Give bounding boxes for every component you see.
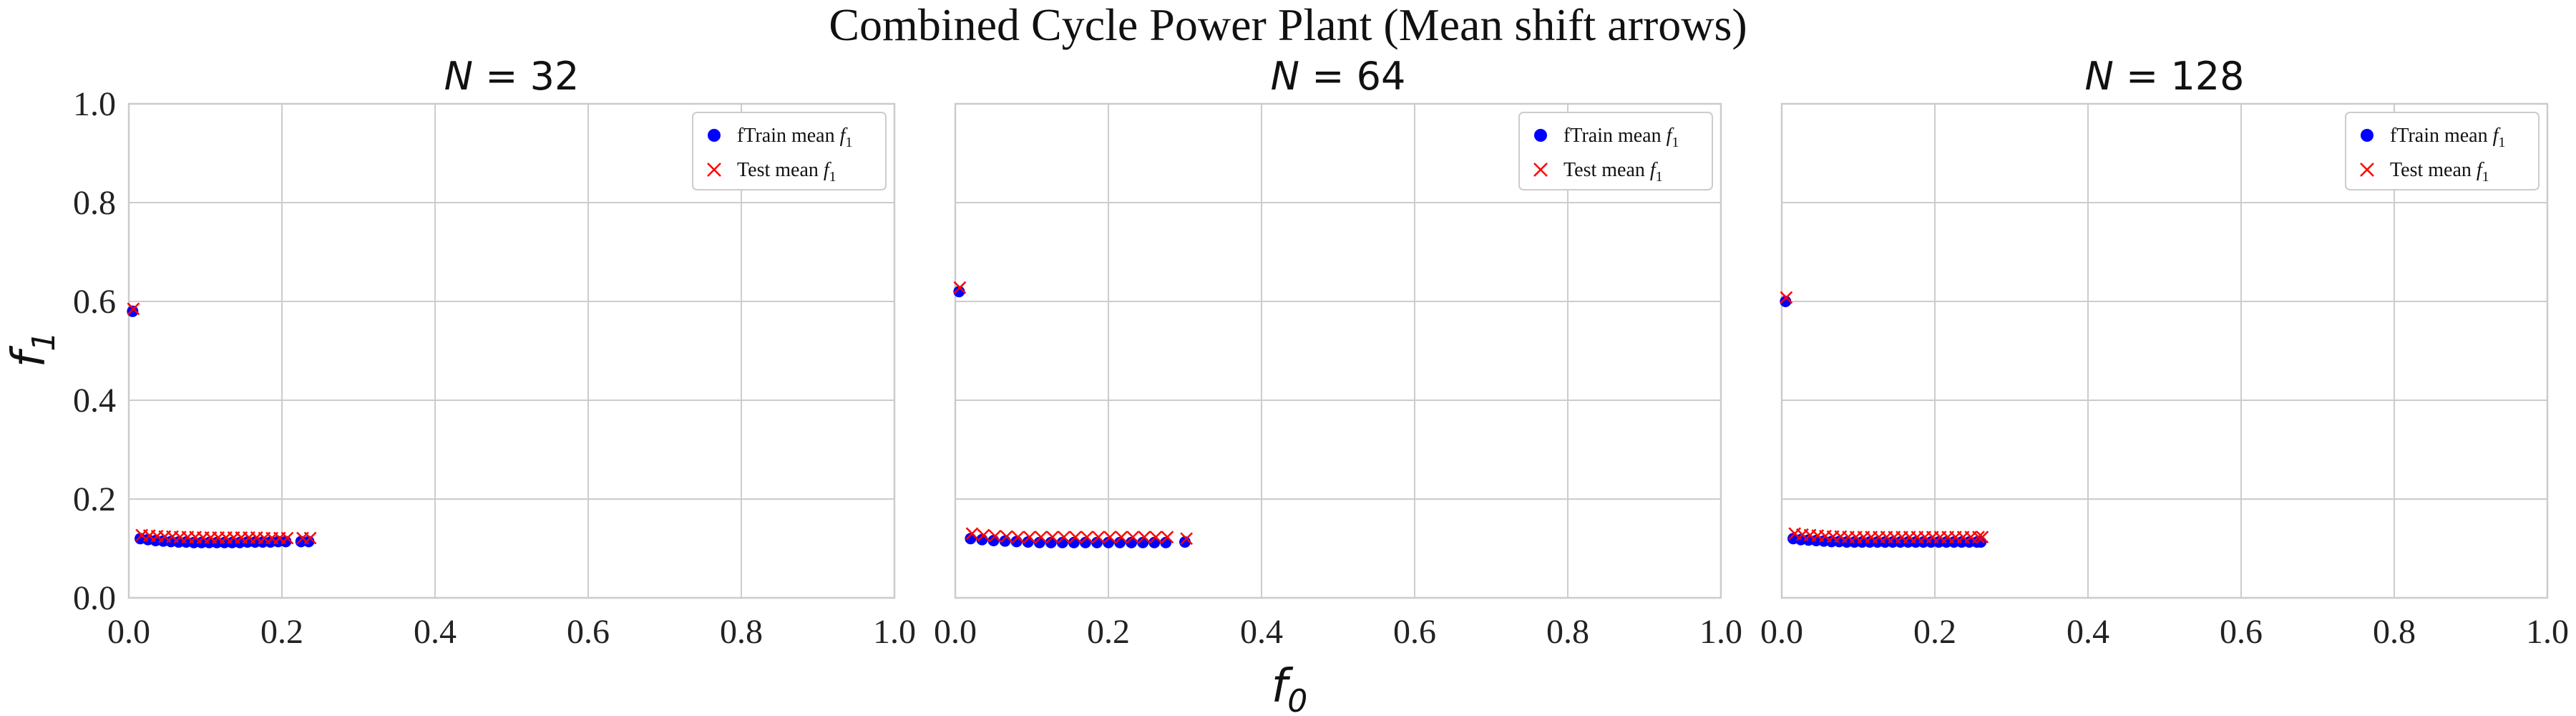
x-tick-label: 0.2 [1913, 613, 1956, 651]
figure-title: Combined Cycle Power Plant (Mean shift a… [829, 0, 1747, 50]
test-mean-marker [1000, 530, 1013, 543]
test-mean-marker [1115, 531, 1128, 544]
y-axis-label-subscript: 1 [26, 332, 62, 352]
legend-test-label: Test mean f1 [737, 159, 836, 185]
legend-train-label: fTrain mean f1 [1563, 125, 1679, 150]
test-mean-marker [127, 302, 140, 316]
test-mean-marker [280, 531, 294, 545]
test-mean-marker [1080, 531, 1093, 544]
test-mean-marker [1069, 531, 1082, 544]
plot-frame [1780, 102, 2549, 599]
x-tick-label: 1.0 [2526, 613, 2569, 651]
legend-box [2345, 112, 2540, 190]
x-tick-label: 0.0 [934, 613, 977, 651]
legend: fTrain mean f1 Test mean f1 [2345, 112, 2540, 190]
x-axis-label-subscript: 0 [1287, 683, 1307, 716]
subplot-1: N = 32 0.0 0.2 0.4 0.6 0.8 1.0 0.0 0.2 0.4 0.6 0.8 1… [73, 54, 916, 651]
x-tick-label: 0.6 [567, 613, 610, 651]
subplot-title: N = 32 [444, 54, 580, 99]
legend: fTrain mean f1 Test mean f1 [692, 112, 887, 190]
subplot-title: N = 128 [2084, 54, 2244, 99]
test-mean-marker [988, 529, 1002, 543]
legend-train-label: fTrain mean f1 [2390, 125, 2505, 150]
y-tick-label: 0.2 [73, 480, 116, 518]
subplot-3: N = 128 0.0 0.2 0.4 0.6 0.8 1.0 fTrain mean f1 T… [1760, 54, 2569, 651]
test-mean-marker [1058, 531, 1070, 544]
train-mean-point [127, 305, 139, 317]
test-mean-marker [1161, 531, 1174, 544]
test-mean-marker [1046, 531, 1059, 544]
test-mean-marker [1011, 531, 1025, 544]
subplot-title: N = 64 [1271, 54, 1406, 99]
x-tick-label: 0.8 [1546, 613, 1589, 651]
y-tick-label: 0.8 [73, 184, 116, 222]
test-mean-marker [1023, 531, 1036, 544]
x-tick-label: 0.8 [720, 613, 763, 651]
x-tick-label: 0.2 [1087, 613, 1130, 651]
legend-test-marker [707, 163, 721, 177]
legend-test-marker [1533, 163, 1548, 177]
x-tick-label: 0.2 [260, 613, 303, 651]
legend-train-label: fTrain mean f1 [737, 125, 852, 150]
test-mean-marker [1103, 531, 1117, 544]
test-mean-marker [953, 281, 967, 294]
y-tick-label: 0.0 [73, 579, 116, 617]
y-axis-label: f1 [3, 332, 62, 368]
x-tick-label: 0.8 [2373, 613, 2416, 651]
test-mean-marker [1180, 532, 1194, 546]
test-mean-marker [303, 531, 317, 545]
test-mean-marker [1972, 531, 1985, 544]
legend-test-label: Test mean f1 [1563, 159, 1663, 185]
test-mean-marker [1138, 531, 1151, 544]
legend-test-marker [2360, 163, 2374, 177]
test-mean-marker [977, 528, 990, 542]
x-tick-label: 1.0 [1699, 613, 1742, 651]
test-mean-marker [1780, 291, 1793, 304]
plot-frame [127, 102, 896, 599]
x-tick-label: 0.4 [414, 613, 457, 651]
x-tick-label: 0.4 [1240, 613, 1283, 651]
test-mean-marker [1976, 531, 1989, 544]
plot-frame [954, 102, 1722, 599]
test-mean-marker [1149, 531, 1163, 544]
legend-test-label: Test mean f1 [2390, 159, 2489, 185]
legend: fTrain mean f1 Test mean f1 [1518, 112, 1713, 190]
y-tick-label: 0.4 [73, 382, 116, 420]
subplots: N = 32 0.0 0.2 0.4 0.6 0.8 1.0 0.0 0.2 0.4 0.6 0.8 1… [73, 54, 2569, 651]
legend-train-marker [708, 129, 721, 142]
legend-train-marker [1534, 129, 1547, 142]
test-mean-marker [1034, 531, 1048, 544]
subplot-2: N = 64 0.0 0.2 0.4 0.6 0.8 1.0 fTrain mean f1 Te… [934, 54, 1742, 651]
x-axis-label: f0 [1272, 660, 1308, 716]
x-tick-label: 0.6 [2220, 613, 2263, 651]
x-tick-label: 0.6 [1393, 613, 1436, 651]
test-mean-marker [1126, 531, 1140, 544]
x-tick-label: 0.4 [2067, 613, 2109, 651]
y-tick-label: 0.6 [73, 283, 116, 321]
legend-box [692, 112, 887, 190]
legend-box [1518, 112, 1713, 190]
y-tick-label: 1.0 [73, 85, 116, 123]
legend-train-marker [2361, 129, 2373, 142]
x-tick-label: 0.0 [107, 613, 150, 651]
x-tick-label: 0.0 [1760, 613, 1803, 651]
test-mean-marker [965, 527, 979, 541]
test-mean-marker [1092, 531, 1105, 544]
x-tick-label: 1.0 [873, 613, 916, 651]
